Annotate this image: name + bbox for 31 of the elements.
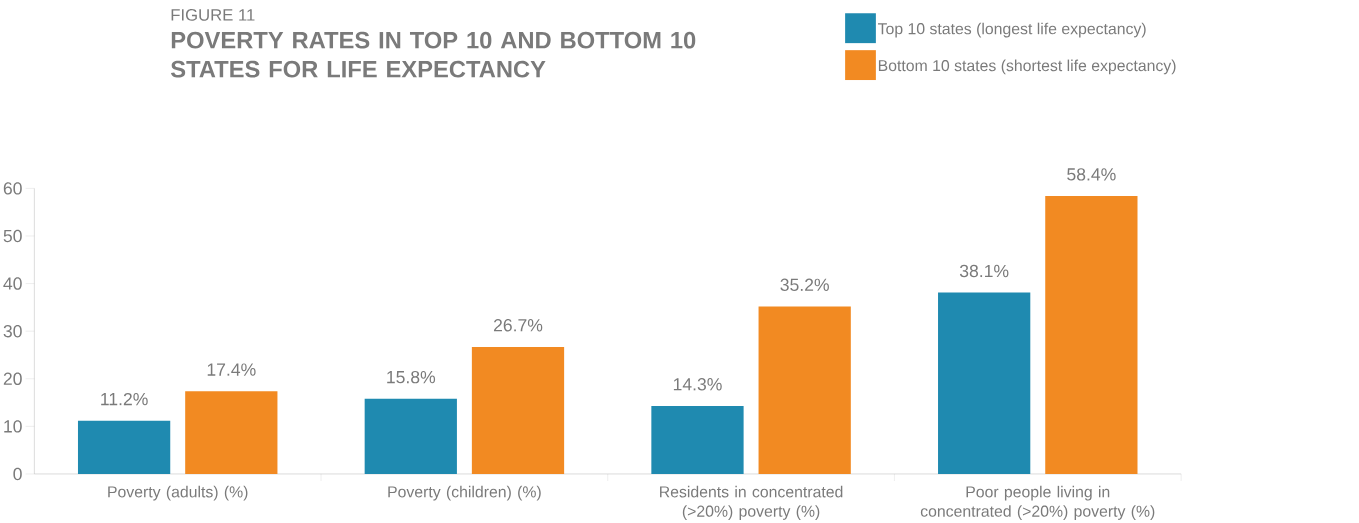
chart-subtitle: FIGURE 11 (171, 9, 255, 21)
bar (651, 405, 744, 475)
data-label: 38.1% (959, 264, 1009, 278)
bar (938, 292, 1031, 475)
legend-label: Bottom 10 states (shortest life expectancy) (878, 59, 1176, 75)
y-tick-label: 30 (3, 325, 22, 338)
x-tick-label: Poverty (adults) (%) (108, 485, 248, 501)
y-tick-label: 40 (3, 277, 22, 290)
data-label: 58.4% (1067, 168, 1116, 181)
x-tick-label: Poverty (children) (%) (388, 485, 541, 501)
chart-title: POVERTY RATES IN TOP 10 AND BOTTOM 10 STATES FOR LIFE EXPECTANCY (170, 31, 696, 78)
data-label: 17.4% (207, 363, 256, 376)
data-label: 35.2% (780, 278, 829, 292)
bar (185, 391, 278, 475)
y-tick-label: 50 (3, 229, 22, 243)
x-tick-label: Poor people living in concentrated (>20%) poverty (%) (920, 485, 1155, 520)
bar (1045, 196, 1138, 475)
y-tick-label: 0 (13, 467, 22, 481)
data-label: 26.7% (493, 319, 543, 332)
bar (758, 306, 851, 475)
y-tick-label: 60 (3, 182, 22, 195)
x-tick-label: Residents in concentrated (>20%) poverty (%) (660, 485, 843, 520)
y-tick-label: 20 (3, 372, 22, 386)
data-label: 11.2% (101, 392, 148, 406)
bar (471, 346, 565, 475)
data-label: 15.8% (387, 370, 436, 384)
legend-label: Top 10 states (longest life expectancy) (877, 22, 1146, 38)
bar (77, 420, 171, 475)
y-tick-label: 10 (4, 420, 22, 433)
data-label: 14.3% (673, 378, 722, 391)
bar (364, 398, 457, 475)
